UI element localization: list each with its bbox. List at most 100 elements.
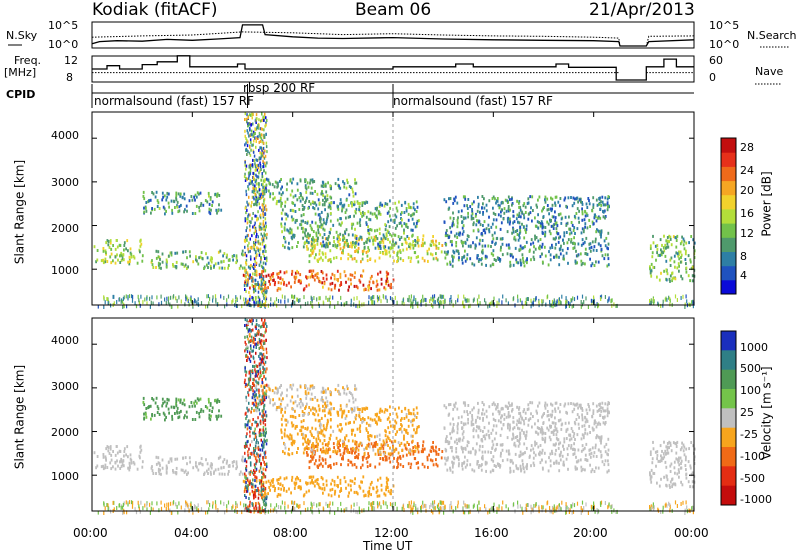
power-cell: [414, 225, 417, 229]
power-cell: [245, 283, 248, 287]
power-cell: [345, 240, 348, 244]
power-cell: [526, 301, 528, 306]
power-cell: [253, 241, 255, 244]
power-cell: [156, 199, 159, 203]
power-cell: [526, 258, 528, 262]
power-cell: [276, 200, 278, 203]
power-cell: [377, 242, 379, 246]
velocity-cell: [339, 408, 341, 412]
power-cell: [316, 239, 319, 243]
power-cell: [255, 214, 258, 218]
power-cell: [120, 258, 123, 262]
power-cell: [412, 202, 415, 206]
power-cell: [443, 198, 446, 202]
velocity-cell: [525, 465, 528, 469]
power-cell: [316, 192, 319, 196]
velocity-cell: [407, 424, 410, 428]
power-cell: [318, 249, 321, 253]
power-cell: [377, 298, 379, 303]
velocity-cell: [206, 469, 208, 473]
power-cell: [656, 251, 658, 255]
power-cell: [274, 300, 276, 305]
power-cell: [466, 298, 468, 303]
power-cell: [389, 240, 391, 244]
velocity-cell: [360, 418, 362, 421]
power-cell: [286, 182, 288, 186]
velocity-cell: [351, 393, 354, 397]
velocity-cell: [299, 429, 302, 433]
power-cell: [260, 146, 262, 150]
velocity-cell: [130, 461, 133, 465]
power-cell: [557, 213, 560, 217]
velocity-cell: [393, 448, 396, 452]
power-cell: [171, 208, 173, 212]
power-cell: [265, 132, 267, 136]
power-cell: [525, 297, 527, 302]
power-cell: [281, 294, 283, 299]
power-cell: [247, 171, 250, 175]
power-cell: [454, 195, 457, 199]
velocity-cell: [394, 432, 397, 436]
power-cell: [463, 217, 465, 221]
power-cell: [257, 280, 259, 284]
power-cell: [506, 199, 509, 203]
power-cell: [526, 261, 528, 265]
velocity-cell: [511, 437, 513, 441]
power-cell: [527, 197, 530, 201]
velocity-cell: [269, 481, 272, 485]
power-cell: [442, 294, 445, 299]
power-cell: [275, 297, 278, 302]
power-cell: [473, 263, 476, 267]
power-cell: [415, 300, 417, 305]
power-cell: [305, 196, 308, 200]
velocity-cell: [368, 486, 371, 490]
power-cell: [281, 185, 283, 189]
velocity-cell: [308, 460, 311, 464]
power-cell: [374, 207, 377, 211]
velocity-cell: [518, 454, 521, 458]
power-cell: [297, 241, 299, 244]
velocity-cell: [127, 466, 129, 470]
velocity-cell: [336, 475, 339, 479]
power-cell: [607, 195, 610, 199]
power-cell: [325, 199, 328, 203]
velocity-cell: [361, 443, 363, 447]
power-cell: [653, 299, 655, 304]
velocity-cell: [314, 479, 317, 483]
power-cell: [244, 163, 246, 167]
power-cell: [498, 301, 500, 306]
power-cell: [141, 259, 144, 263]
power-cell: [417, 244, 420, 248]
power-cell: [369, 257, 372, 261]
velocity-cell: [199, 397, 202, 401]
power-cell: [488, 228, 490, 232]
power-cell: [348, 184, 351, 188]
power-cell: [253, 257, 256, 261]
velocity-cell: [336, 450, 339, 454]
power-cell: [435, 239, 437, 243]
power-cell: [330, 276, 332, 280]
velocity-cell: [329, 393, 332, 397]
power-cell: [451, 264, 454, 268]
power-cell: [312, 238, 314, 242]
power-cell: [472, 229, 475, 233]
power-cell: [183, 264, 186, 268]
power-cell: [252, 296, 254, 301]
velocity-cell: [495, 407, 497, 411]
power-cell: [218, 203, 220, 207]
power-cell: [385, 249, 388, 253]
power-cell: [226, 302, 228, 307]
velocity-cell: [377, 448, 379, 452]
velocity-cell: [507, 415, 510, 419]
power-cell: [595, 230, 598, 234]
power-cell: [251, 279, 253, 283]
power-cell: [678, 257, 681, 261]
power-cell: [257, 196, 259, 200]
power-cell: [160, 266, 162, 270]
power-cell: [245, 193, 248, 197]
velocity-cell: [209, 418, 212, 422]
power-cell: [392, 239, 394, 243]
power-cell: [450, 295, 452, 299]
velocity-cell: [214, 468, 217, 472]
power-cell: [356, 296, 358, 301]
